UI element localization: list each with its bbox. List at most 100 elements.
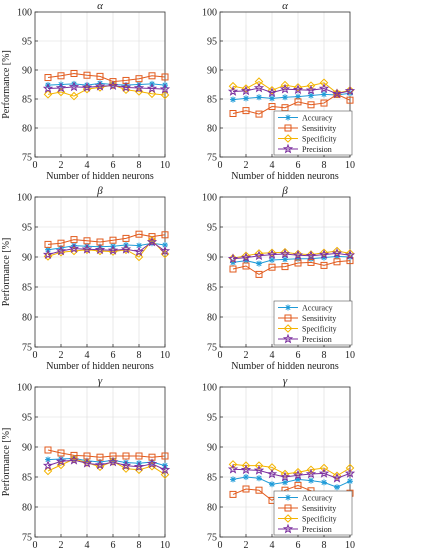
data-point [68,454,80,465]
data-point [55,245,67,256]
x-tick-label: 8 [322,350,327,361]
legend-label: Precision [302,525,332,534]
series-line [232,87,351,95]
data-point [146,236,158,247]
data-point [121,85,131,95]
y-axis-label: Performance [%] [1,50,12,119]
data-point [69,454,79,464]
x-tick-label: 4 [85,160,90,171]
data-point [159,83,171,94]
data-point [84,457,90,464]
x-tick-label: 8 [322,540,327,550]
x-tick-label: 6 [296,350,301,361]
data-point [256,260,262,267]
data-point [333,258,341,266]
data-point [94,459,106,470]
data-point [228,460,238,469]
y-tick-label: 100 [202,383,217,394]
data-point [318,83,330,93]
data-point [318,467,330,478]
series-line [232,93,351,115]
data-point [320,99,328,107]
chart-title: β [281,185,288,197]
data-point [295,255,301,262]
y-tick-label: 85 [22,473,32,484]
data-point [305,250,317,261]
data-point [43,90,53,99]
data-point [229,110,237,117]
data-point [55,455,67,466]
x-tick-label: 0 [218,350,223,361]
data-point [254,461,264,470]
y-tick-label: 100 [202,193,217,204]
legend-item-accuracy: Accuracy [278,494,333,503]
data-point [44,240,52,248]
data-point [292,84,304,95]
data-point [227,253,239,264]
series-precision [227,82,356,99]
legend-marker [285,114,291,121]
x-tick-label: 0 [218,160,223,171]
series-line [47,449,166,458]
data-point [107,80,119,91]
data-point [136,242,142,249]
data-point [120,460,132,470]
data-point [95,462,105,472]
x-tick-label: 2 [244,540,249,550]
data-point [256,94,262,101]
legend-label: Specificity [302,135,337,144]
legend-label: Accuracy [302,304,333,313]
data-point [147,89,157,99]
data-point [43,466,53,476]
data-point [123,82,129,89]
data-point [122,234,130,242]
y-tick-label: 80 [22,503,32,514]
legend-item-sensitivity: Sensitivity [278,314,336,323]
data-point [94,80,106,91]
x-tick-label: 0 [33,160,38,171]
data-point [331,88,343,99]
x-tick-label: 0 [218,540,223,550]
x-tick-label: 8 [322,160,327,171]
x-tick-label: 2 [59,540,64,550]
data-point [42,83,54,93]
x-tick-label: 2 [59,350,64,361]
chart-panel-1: 75 80 85 90 95 100 0 2 4 6 8 10 α Number of hidden ne… [1,0,171,182]
y-tick-label: 95 [22,37,32,48]
x-axis-label: Number of hidden neurons [46,171,154,182]
data-point [161,452,169,460]
x-tick-label: 4 [270,350,275,361]
data-point [107,244,119,255]
data-point [133,246,145,256]
data-point [282,94,288,101]
x-tick-label: 2 [59,160,64,171]
y-tick-label: 90 [22,66,32,77]
y-tick-label: 100 [202,8,217,19]
data-point [306,465,316,475]
y-axis-label: Performance [%] [1,428,12,497]
y-tick-label: 90 [207,253,217,264]
legend-item-precision: Precision [278,143,332,154]
data-point [243,257,249,264]
data-point [159,464,171,475]
data-point [345,463,355,473]
data-point [94,244,106,255]
data-point [81,457,93,468]
legend-item-accuracy: Accuracy [278,304,333,313]
series-line [47,458,166,476]
data-point [331,472,343,483]
plot-area [35,197,165,347]
x-tick-label: 6 [111,160,116,171]
x-tick-label: 2 [244,350,249,361]
data-point [122,452,130,460]
series-precision [227,463,356,483]
x-axis-label: Number of hidden neurons [231,361,339,372]
y-tick-label: 100 [17,8,32,19]
series-line [47,239,166,258]
data-point [318,249,330,259]
legend-label: Specificity [302,325,337,334]
data-point [243,474,249,480]
series-precision [227,247,356,264]
y-tick-label: 90 [22,443,32,454]
series-sensitivity [229,90,354,118]
